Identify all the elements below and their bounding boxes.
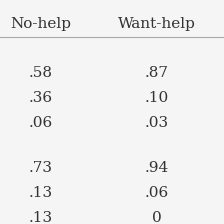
Text: .73: .73 [28,161,52,175]
Text: .58: .58 [28,66,52,80]
Text: .06: .06 [145,186,169,200]
Text: .36: .36 [28,91,52,105]
Text: .94: .94 [145,161,169,175]
Text: 0: 0 [152,211,162,224]
Text: .87: .87 [145,66,169,80]
Text: .03: .03 [145,116,169,130]
Text: .13: .13 [28,186,52,200]
Text: No-help: No-help [10,17,71,30]
Text: Want-help: Want-help [118,17,196,30]
Text: .06: .06 [28,116,52,130]
Text: .13: .13 [28,211,52,224]
Text: .10: .10 [145,91,169,105]
